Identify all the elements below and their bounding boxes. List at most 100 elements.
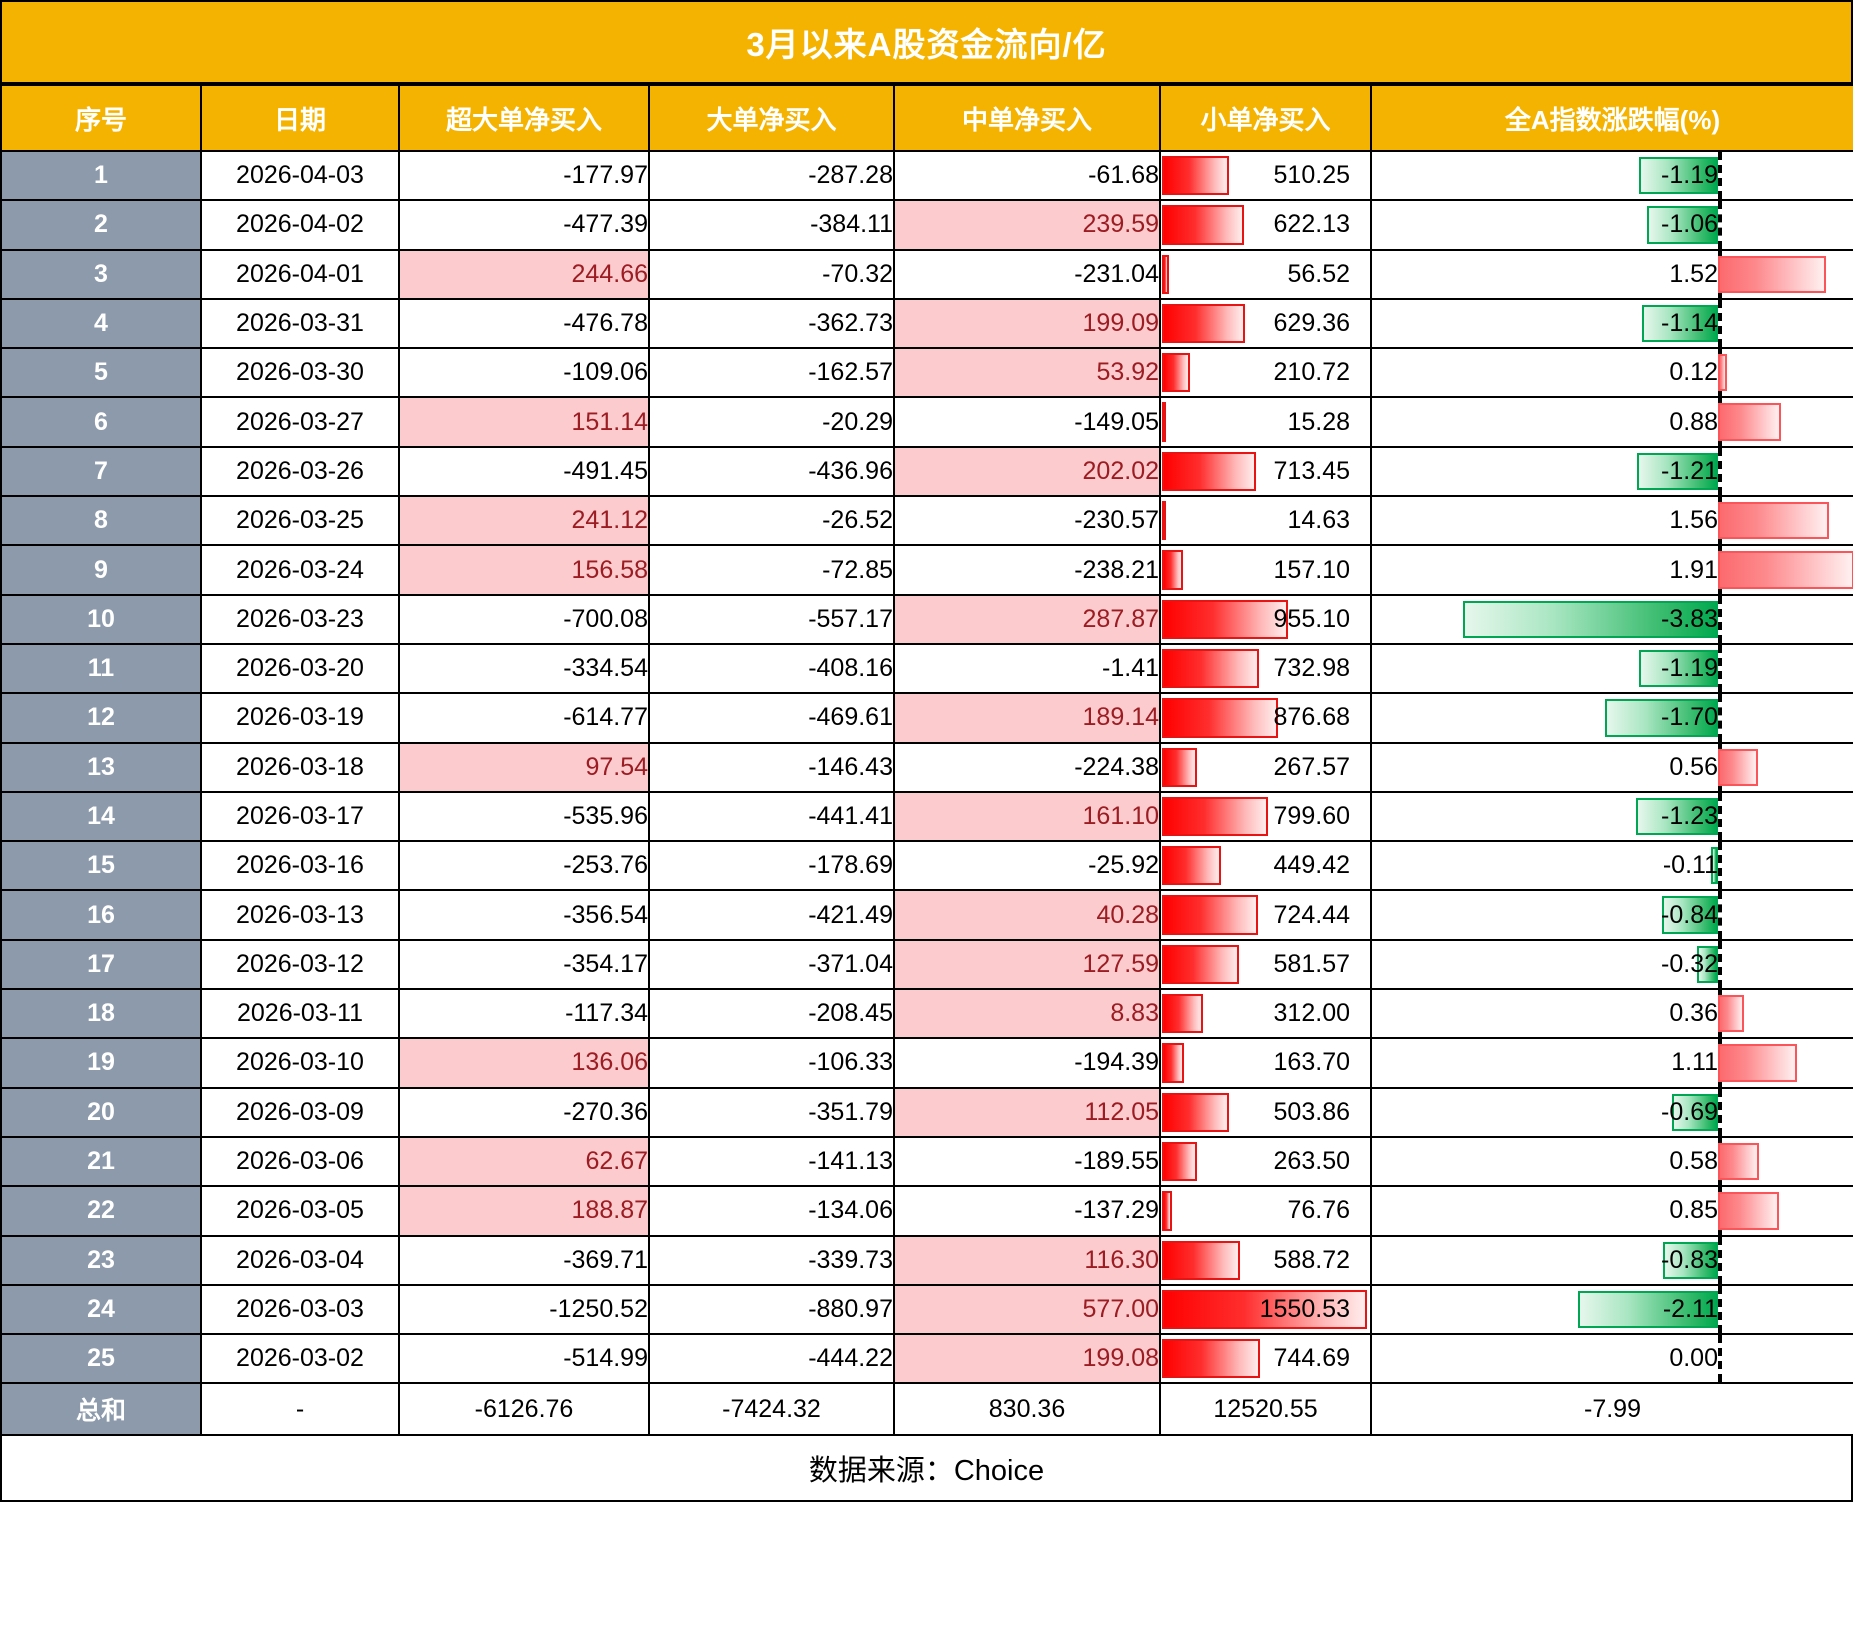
row-xlarge-net-buy-cell: -1250.52: [398, 1283, 650, 1336]
index-change-value: 1.56: [1669, 506, 1718, 535]
small-net-buy-data-bar: [1162, 1191, 1172, 1231]
row-xlarge-net-buy-cell: -535.96: [398, 790, 650, 843]
row-small-net-buy-cell: 157.10: [1159, 544, 1372, 596]
table-row: 3 2026-04-01 244.66 -70.32 -231.04 56.52 1.52: [0, 248, 1853, 300]
row-index-change-cell: -0.32: [1370, 938, 1853, 991]
row-xlarge-net-buy-cell: -253.76: [398, 840, 650, 892]
row-medium-net-buy-cell: 112.05: [893, 1086, 1161, 1138]
row-index-change-cell: -1.70: [1370, 692, 1853, 744]
index-change-positive-bar: [1718, 748, 1758, 786]
row-date-cell: 2026-03-17: [200, 790, 400, 843]
row-date-cell: 2026-03-31: [200, 297, 400, 350]
row-large-net-buy-cell: -72.85: [648, 544, 895, 596]
small-net-buy-value: 15.28: [1287, 407, 1350, 436]
row-small-net-buy-cell: 724.44: [1159, 889, 1372, 941]
row-xlarge-net-buy-cell: -117.34: [398, 988, 650, 1040]
row-medium-net-buy-cell: -230.57: [893, 495, 1161, 547]
row-index-cell: 24: [0, 1283, 202, 1336]
total-label-cell: 总和: [0, 1382, 202, 1437]
index-change-negative-bar: [1697, 945, 1718, 984]
index-change-positive-bar: [1718, 1192, 1779, 1230]
total-large-cell: -7424.32: [648, 1382, 895, 1437]
zero-axis-line: [1718, 300, 1722, 347]
table-row: 13 2026-03-18 97.54 -146.43 -224.38 267.57 0.5…: [0, 741, 1853, 793]
zero-axis-line: [1718, 596, 1722, 642]
row-index-change-cell: 1.91: [1370, 544, 1853, 596]
column-header-allashare-change: 全A指数涨跌幅(%): [1370, 84, 1853, 152]
index-change-positive-bar: [1718, 551, 1852, 589]
row-index-cell: 23: [0, 1234, 202, 1286]
row-date-cell: 2026-03-16: [200, 840, 400, 892]
row-small-net-buy-cell: 56.52: [1159, 248, 1372, 300]
table-header: 序号 日期 超大单净买入 大单净买入 中单净买入 小单净买入 全A指数涨跌幅(%…: [0, 84, 1853, 152]
row-index-cell: 19: [0, 1037, 202, 1089]
index-change-negative-bar: [1636, 797, 1718, 836]
index-change-value: -1.19: [1661, 654, 1718, 683]
row-date-cell: 2026-03-10: [200, 1037, 400, 1089]
small-net-buy-value: 622.13: [1273, 210, 1350, 239]
row-index-cell: 20: [0, 1086, 202, 1138]
row-index-change-cell: -1.23: [1370, 790, 1853, 843]
row-date-cell: 2026-03-02: [200, 1333, 400, 1385]
small-net-buy-data-bar: [1162, 402, 1166, 442]
row-xlarge-net-buy-cell: 188.87: [398, 1185, 650, 1237]
small-net-buy-data-bar: [1162, 648, 1259, 689]
total-xlarge-cell: -6126.76: [398, 1382, 650, 1437]
row-small-net-buy-cell: 163.70: [1159, 1037, 1372, 1089]
row-index-change-cell: 0.58: [1370, 1135, 1853, 1188]
row-index-change-cell: 0.00: [1370, 1333, 1853, 1385]
index-change-negative-bar: [1647, 206, 1718, 244]
row-large-net-buy-cell: -444.22: [648, 1333, 895, 1385]
row-index-cell: 4: [0, 297, 202, 350]
total-small-cell: 12520.55: [1159, 1382, 1372, 1437]
row-xlarge-net-buy-cell: -491.45: [398, 445, 650, 498]
row-small-net-buy-cell: 449.42: [1159, 840, 1372, 892]
index-change-value: -0.32: [1661, 949, 1718, 978]
row-xlarge-net-buy-cell: 151.14: [398, 396, 650, 448]
index-change-value: 0.00: [1669, 1344, 1718, 1373]
table-row: 23 2026-03-04 -369.71 -339.73 116.30 588.72 -0…: [0, 1234, 1853, 1286]
small-net-buy-value: 163.70: [1273, 1048, 1350, 1077]
row-large-net-buy-cell: -146.43: [648, 741, 895, 793]
small-net-buy-data-bar: [1162, 895, 1258, 935]
table-row: 21 2026-03-06 62.67 -141.13 -189.55 263.50 0.5…: [0, 1135, 1853, 1188]
small-net-buy-data-bar: [1162, 1289, 1367, 1330]
table-row: 16 2026-03-13 -356.54 -421.49 40.28 724.44 -0.…: [0, 889, 1853, 941]
row-index-change-cell: -1.21: [1370, 445, 1853, 498]
index-change-positive-bar: [1718, 1142, 1759, 1181]
row-date-cell: 2026-03-30: [200, 347, 400, 399]
small-net-buy-value: 14.63: [1287, 506, 1350, 535]
row-medium-net-buy-cell: 199.08: [893, 1333, 1161, 1385]
table-row: 19 2026-03-10 136.06 -106.33 -194.39 163.70 1.…: [0, 1037, 1853, 1089]
row-medium-net-buy-cell: -231.04: [893, 248, 1161, 300]
row-index-cell: 9: [0, 544, 202, 596]
index-change-negative-bar: [1711, 847, 1718, 885]
index-change-value: 0.85: [1669, 1196, 1718, 1225]
row-index-change-cell: -1.14: [1370, 297, 1853, 350]
index-change-negative-bar: [1672, 1093, 1718, 1131]
row-index-change-cell: -0.83: [1370, 1234, 1853, 1286]
table-row: 8 2026-03-25 241.12 -26.52 -230.57 14.63 1.56: [0, 495, 1853, 547]
row-xlarge-net-buy-cell: 97.54: [398, 741, 650, 793]
small-net-buy-value: 449.42: [1273, 851, 1350, 880]
small-net-buy-value: 263.50: [1273, 1147, 1350, 1176]
index-change-value: -0.69: [1661, 1097, 1718, 1126]
small-net-buy-value: 56.52: [1287, 259, 1350, 288]
row-large-net-buy-cell: -287.28: [648, 149, 895, 202]
table-row: 9 2026-03-24 156.58 -72.85 -238.21 157.10 1.91: [0, 544, 1853, 596]
row-xlarge-net-buy-cell: -614.77: [398, 692, 650, 744]
row-xlarge-net-buy-cell: -270.36: [398, 1086, 650, 1138]
table-row: 7 2026-03-26 -491.45 -436.96 202.02 713.45 -1.…: [0, 445, 1853, 498]
index-change-value: 1.11: [1671, 1048, 1718, 1077]
row-small-net-buy-cell: 955.10: [1159, 593, 1372, 645]
row-large-net-buy-cell: -351.79: [648, 1086, 895, 1138]
index-change-negative-bar: [1642, 304, 1718, 343]
small-net-buy-data-bar: [1162, 698, 1278, 738]
small-net-buy-data-bar: [1162, 846, 1221, 886]
index-change-value: 1.91: [1669, 555, 1718, 584]
table-row: 10 2026-03-23 -700.08 -557.17 287.87 955.10 -3…: [0, 593, 1853, 645]
row-large-net-buy-cell: -208.45: [648, 988, 895, 1040]
index-change-positive-bar: [1718, 502, 1829, 540]
row-xlarge-net-buy-cell: -476.78: [398, 297, 650, 350]
